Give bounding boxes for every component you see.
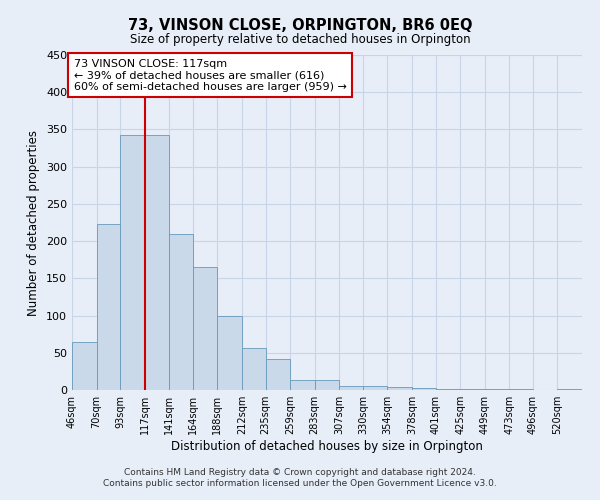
X-axis label: Distribution of detached houses by size in Orpington: Distribution of detached houses by size …: [171, 440, 483, 453]
Bar: [145, 134, 169, 390]
Y-axis label: Number of detached properties: Number of detached properties: [28, 130, 40, 316]
Text: 73, VINSON CLOSE, ORPINGTON, BR6 0EQ: 73, VINSON CLOSE, ORPINGTON, BR6 0EQ: [128, 18, 472, 32]
Bar: [97, 224, 120, 390]
Bar: [72, 342, 97, 390]
Bar: [388, 387, 412, 390]
Text: Contains HM Land Registry data © Crown copyright and database right 2024.
Contai: Contains HM Land Registry data © Crown c…: [103, 468, 497, 487]
Bar: [193, 267, 217, 390]
Bar: [217, 316, 242, 390]
Bar: [363, 386, 388, 390]
Bar: [460, 388, 485, 390]
Bar: [557, 388, 582, 390]
Bar: [242, 348, 266, 390]
Bar: [169, 234, 193, 390]
Bar: [436, 388, 460, 390]
Bar: [412, 388, 436, 390]
Bar: [120, 134, 145, 390]
Text: 73 VINSON CLOSE: 117sqm
← 39% of detached houses are smaller (616)
60% of semi-d: 73 VINSON CLOSE: 117sqm ← 39% of detache…: [74, 58, 347, 92]
Bar: [339, 386, 363, 390]
Bar: [266, 358, 290, 390]
Bar: [290, 380, 315, 390]
Bar: [315, 380, 339, 390]
Text: Size of property relative to detached houses in Orpington: Size of property relative to detached ho…: [130, 32, 470, 46]
